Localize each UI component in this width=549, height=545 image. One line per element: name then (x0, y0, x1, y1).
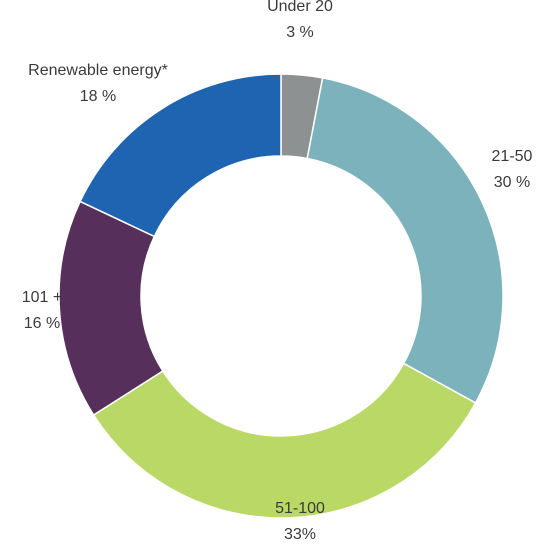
value-label: 18 % (80, 88, 116, 105)
category-label: Under 20 (267, 0, 333, 15)
category-label: 51-100 (275, 500, 325, 517)
value-label: 16 % (24, 315, 60, 332)
category-label: Renewable energy* (28, 62, 168, 79)
value-label: 33% (284, 526, 316, 543)
donut-segment (306, 77, 504, 404)
category-label: 101 + (22, 289, 62, 306)
category-label: 21-50 (492, 148, 533, 165)
value-label: 30 % (494, 174, 530, 191)
value-label: 3 % (286, 24, 314, 41)
donut-segment (92, 362, 477, 519)
donut-segment (79, 73, 282, 238)
